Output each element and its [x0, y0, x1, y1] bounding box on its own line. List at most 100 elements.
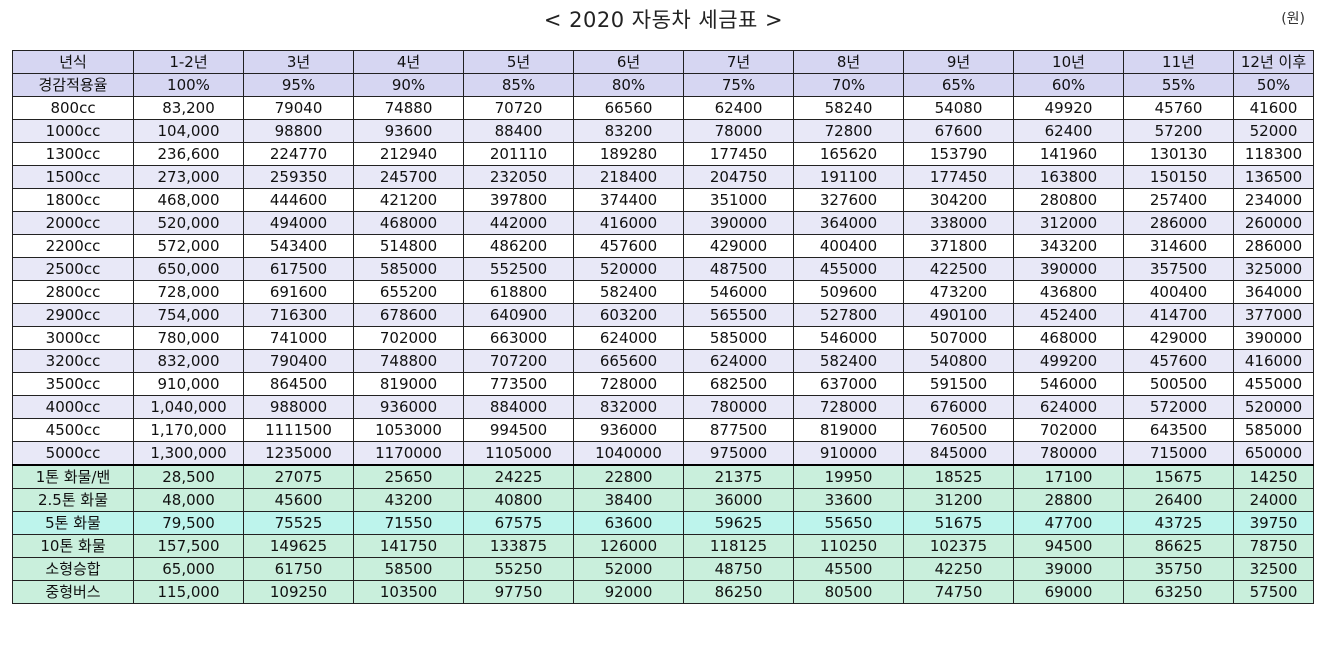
value-cell: 780000 — [1013, 441, 1124, 466]
value-cell: 5년 — [463, 50, 574, 74]
value-cell: 177450 — [683, 142, 794, 166]
value-cell: 67575 — [463, 511, 574, 535]
value-cell: 149625 — [243, 534, 354, 558]
value-cell: 520000 — [1233, 395, 1314, 419]
value-cell: 47700 — [1013, 511, 1124, 535]
value-cell: 59625 — [683, 511, 794, 535]
value-cell: 520000 — [573, 257, 684, 281]
value-cell: 527800 — [793, 303, 904, 327]
tax-table: 년식 1-2년 3년 4년 5년 6년 7년 8년 9년 10년 11년 12년 이후 경감적용율 100… — [12, 50, 1314, 604]
value-cell: 28800 — [1013, 488, 1124, 512]
value-cell: 18525 — [903, 464, 1014, 489]
value-cell: 390000 — [1233, 326, 1314, 350]
value-cell: 624000 — [683, 349, 794, 373]
table-row: 2800cc 728,000 691600 655200 618800 582400 546… — [12, 280, 1314, 304]
unit-label: (원) — [1281, 11, 1305, 27]
value-cell: 74880 — [353, 96, 464, 120]
value-cell: 540800 — [903, 349, 1014, 373]
value-cell: 819000 — [353, 372, 464, 396]
row-label-cell: 1000cc — [12, 119, 134, 143]
value-cell: 61750 — [243, 557, 354, 581]
value-cell: 845000 — [903, 441, 1014, 466]
value-cell: 12년 이후 — [1233, 50, 1314, 74]
value-cell: 585000 — [1233, 418, 1314, 442]
value-cell: 24000 — [1233, 488, 1314, 512]
row-label-cell: 년식 — [12, 50, 134, 74]
value-cell: 314600 — [1123, 234, 1234, 258]
row-label-cell: 1300cc — [12, 142, 134, 166]
value-cell: 80% — [573, 73, 684, 97]
value-cell: 93600 — [353, 119, 464, 143]
value-cell: 98800 — [243, 119, 354, 143]
value-cell: 55% — [1123, 73, 1234, 97]
value-cell: 691600 — [243, 280, 354, 304]
value-cell: 582400 — [793, 349, 904, 373]
value-cell: 591500 — [903, 372, 1014, 396]
value-cell: 468,000 — [133, 188, 244, 212]
value-cell: 910000 — [793, 441, 904, 466]
value-cell: 153790 — [903, 142, 1014, 166]
value-cell: 63250 — [1123, 580, 1234, 604]
value-cell: 60% — [1013, 73, 1124, 97]
value-cell: 54080 — [903, 96, 1014, 120]
row-label-cell: 4500cc — [12, 418, 134, 442]
table-row: 2500cc 650,000 617500 585000 552500 520000 487… — [12, 257, 1314, 281]
value-cell: 390000 — [1013, 257, 1124, 281]
value-cell: 640900 — [463, 303, 574, 327]
value-cell: 130130 — [1123, 142, 1234, 166]
value-cell: 520,000 — [133, 211, 244, 235]
row-label-cell: 5톤 화물 — [12, 511, 134, 535]
value-cell: 10년 — [1013, 50, 1124, 74]
value-cell: 201110 — [463, 142, 574, 166]
table-row: 3500cc 910,000 864500 819000 773500 728000 682… — [12, 372, 1314, 396]
value-cell: 62400 — [683, 96, 794, 120]
value-cell: 67600 — [903, 119, 1014, 143]
value-cell: 364000 — [793, 211, 904, 235]
table-row: 1300cc 236,600 224770 212940 201110 189280 177… — [12, 142, 1314, 166]
value-cell: 118125 — [683, 534, 794, 558]
table-row: 4000cc 1,040,000 988000 936000 884000 832000 7… — [12, 395, 1314, 419]
value-cell: 499200 — [1013, 349, 1124, 373]
row-label-cell: 1500cc — [12, 165, 134, 189]
value-cell: 422500 — [903, 257, 1014, 281]
value-cell: 546000 — [683, 280, 794, 304]
value-cell: 682500 — [683, 372, 794, 396]
value-cell: 65,000 — [133, 557, 244, 581]
value-cell: 260000 — [1233, 211, 1314, 235]
row-label-cell: 2900cc — [12, 303, 134, 327]
value-cell: 43725 — [1123, 511, 1234, 535]
value-cell: 35750 — [1123, 557, 1234, 581]
row-label-cell: 5000cc — [12, 441, 134, 466]
value-cell: 936000 — [353, 395, 464, 419]
value-cell: 52000 — [573, 557, 684, 581]
value-cell: 343200 — [1013, 234, 1124, 258]
value-cell: 103500 — [353, 580, 464, 604]
value-cell: 57200 — [1123, 119, 1234, 143]
value-cell: 218400 — [573, 165, 684, 189]
row-label-cell: 3200cc — [12, 349, 134, 373]
value-cell: 468000 — [353, 211, 464, 235]
value-cell: 245700 — [353, 165, 464, 189]
value-cell: 832000 — [573, 395, 684, 419]
row-label-cell: 3000cc — [12, 326, 134, 350]
value-cell: 58240 — [793, 96, 904, 120]
value-cell: 45500 — [793, 557, 904, 581]
table-row: 1500cc 273,000 259350 245700 232050 218400 204… — [12, 165, 1314, 189]
row-label-cell: 2800cc — [12, 280, 134, 304]
value-cell: 327600 — [793, 188, 904, 212]
table-row: 2.5톤 화물 48,000 45600 43200 40800 38400 36000 33… — [12, 488, 1314, 512]
page-title: < 2020 자동차 세금표 > — [543, 8, 784, 32]
value-cell: 163800 — [1013, 165, 1124, 189]
value-cell: 780,000 — [133, 326, 244, 350]
value-cell: 212940 — [353, 142, 464, 166]
value-cell: 910,000 — [133, 372, 244, 396]
table-row: 2000cc 520,000 494000 468000 442000 416000 390… — [12, 211, 1314, 235]
value-cell: 72800 — [793, 119, 904, 143]
value-cell: 702000 — [353, 326, 464, 350]
table-row: 1800cc 468,000 444600 421200 397800 374400 351… — [12, 188, 1314, 212]
table-row: 10톤 화물 157,500 149625 141750 133875 126000 118… — [12, 534, 1314, 558]
value-cell: 819000 — [793, 418, 904, 442]
value-cell: 65% — [903, 73, 1014, 97]
value-cell: 1170000 — [353, 441, 464, 466]
value-cell: 325000 — [1233, 257, 1314, 281]
